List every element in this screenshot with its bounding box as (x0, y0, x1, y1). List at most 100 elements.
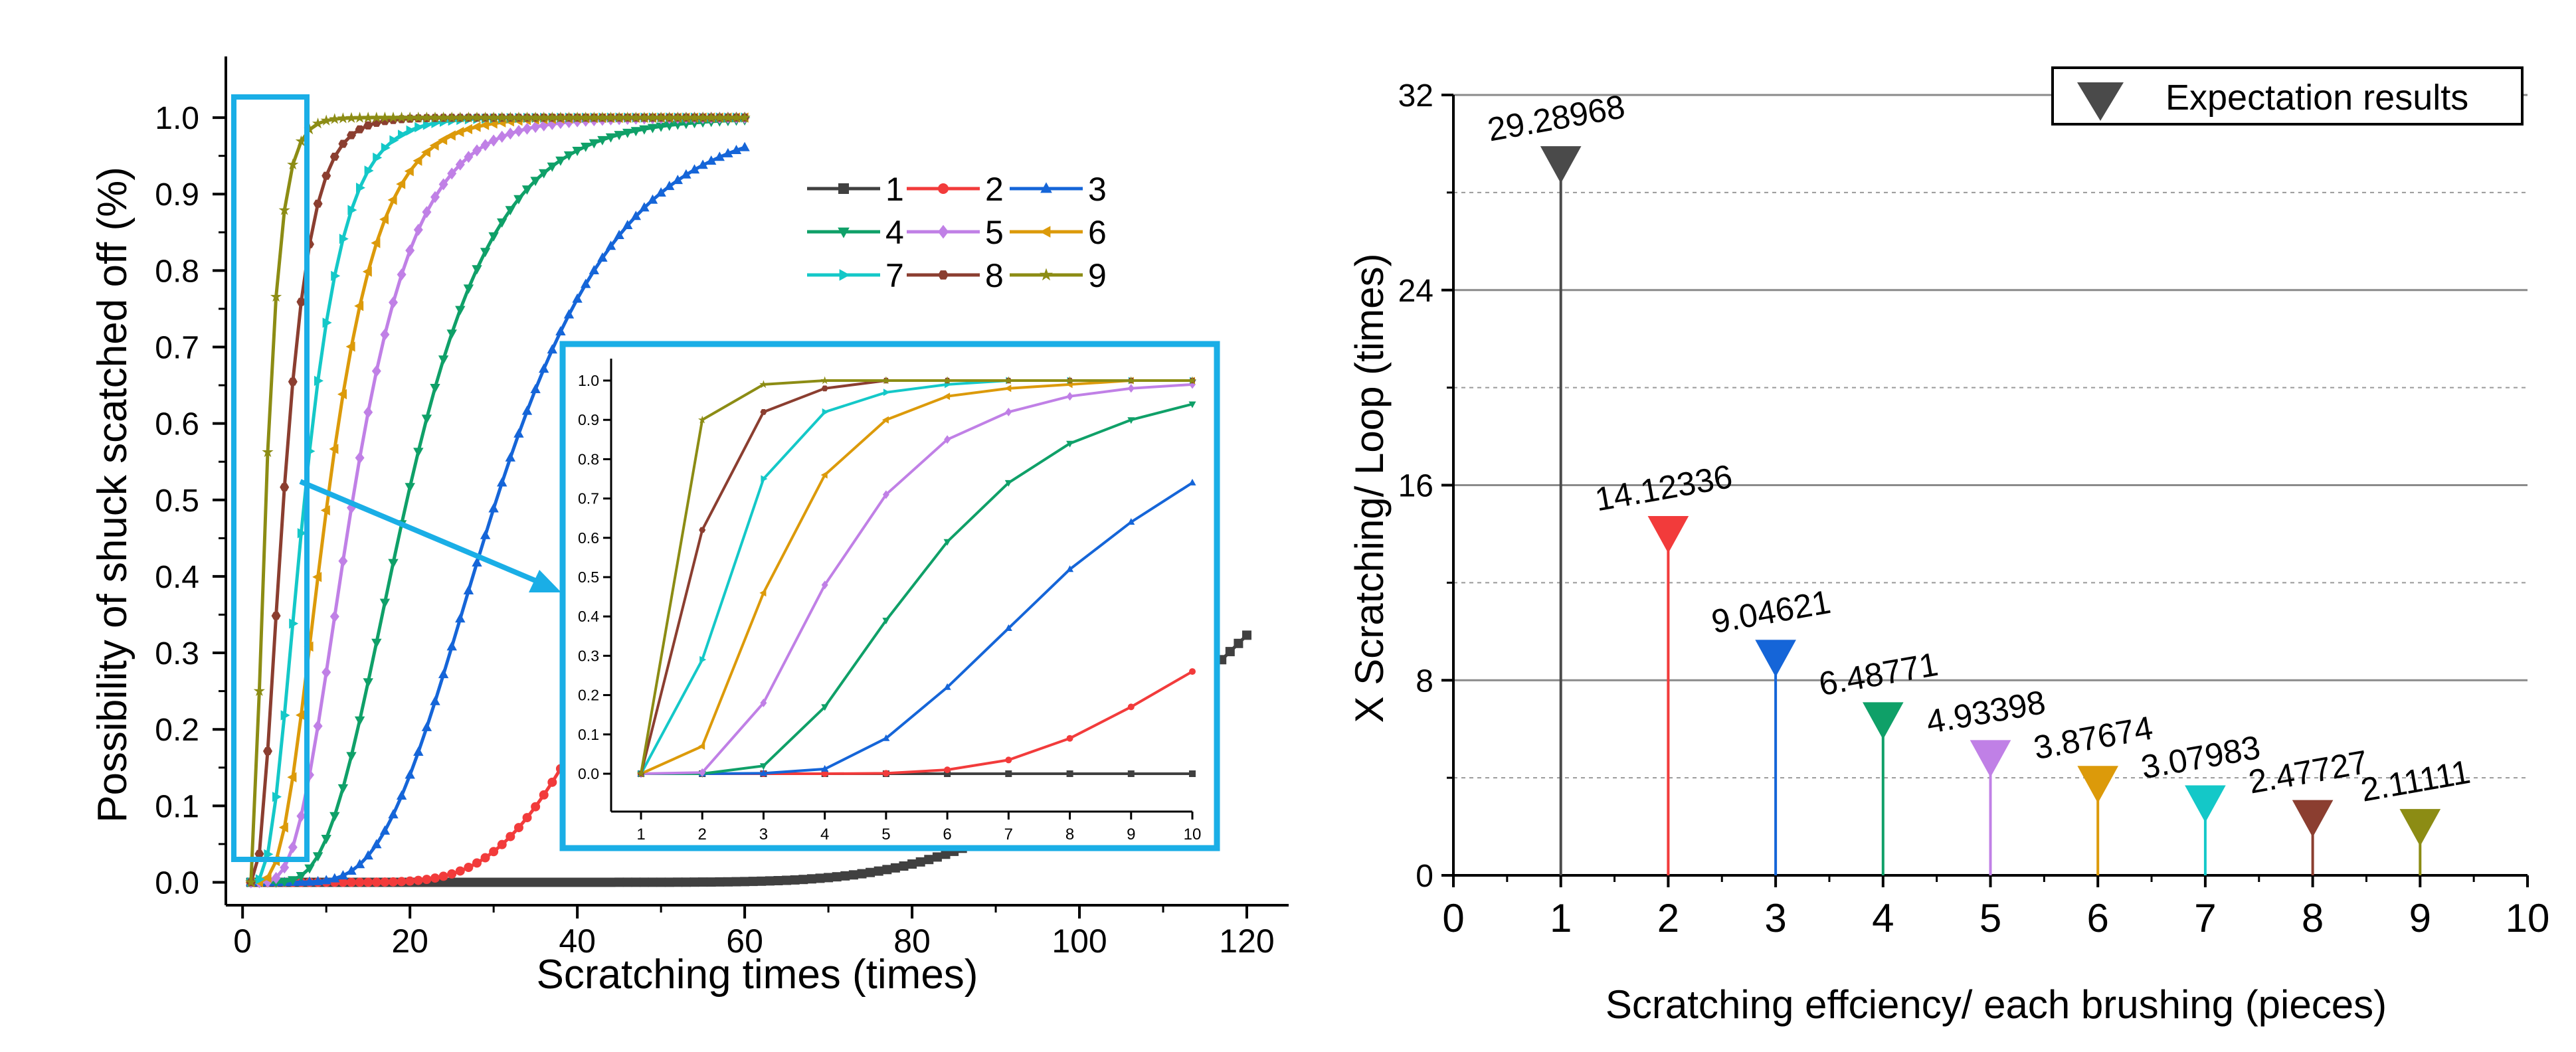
series-4-point (539, 169, 549, 179)
series-5-point (430, 191, 440, 203)
series-3-point (388, 809, 399, 819)
series-9-point (680, 112, 692, 123)
series-1-point (740, 877, 750, 887)
series-9-point (387, 112, 399, 123)
series-9-point (337, 112, 349, 124)
series-9-point (496, 112, 508, 123)
series-3-point (421, 721, 432, 731)
series-1-point (531, 877, 541, 887)
series-4-point (597, 135, 608, 145)
series-8-point (338, 139, 348, 148)
right-chart-x-tick-label: 8 (2302, 896, 2324, 940)
series-9-point (580, 112, 592, 123)
series-8-point (329, 152, 339, 161)
series-9-point (462, 112, 474, 123)
stem-marker-triangle-down (1647, 516, 1689, 553)
series-5-point (464, 151, 474, 163)
series-1-point (706, 877, 716, 887)
series-4-point (497, 218, 507, 228)
series-3-point (346, 865, 357, 875)
inset-series-9-point (881, 376, 891, 385)
left-chart-y-tick-label: 0.1 (155, 789, 199, 824)
inset-series-3-point (759, 769, 767, 776)
series-3-point (438, 669, 449, 679)
series-3-point (321, 875, 331, 885)
series-2-point (438, 871, 448, 881)
legend-label-5: 5 (985, 214, 1004, 251)
inset-y-tick-label: 0.6 (578, 529, 599, 547)
series-3-point (363, 850, 373, 860)
series-1-point (673, 877, 683, 887)
series-5-point (531, 121, 541, 133)
series-1-point (581, 877, 591, 887)
right-chart-y-tick-label: 8 (1416, 663, 1433, 699)
stem-marker-triangle-down (2399, 809, 2441, 847)
inset-series-2-point (1005, 756, 1012, 764)
right-chart-y-tick-label: 32 (1398, 78, 1433, 114)
series-4-point (455, 306, 466, 315)
series-9-point (622, 112, 634, 123)
series-4-point (639, 125, 650, 135)
series-3-point (681, 169, 691, 179)
series-3-point (521, 405, 533, 415)
inset-y-tick-label: 0.4 (578, 608, 599, 625)
legend-label-7: 7 (885, 257, 904, 294)
series-4-point (446, 329, 457, 339)
series-9-point (253, 685, 265, 696)
series-3-point (472, 557, 482, 567)
stem-marker-triangle-down (1755, 640, 1796, 677)
series-4-point (346, 752, 357, 762)
inset-y-tick-label: 0.2 (578, 687, 599, 704)
left-chart-x-axis-label: Scratching times (times) (537, 952, 978, 998)
series-9-point (604, 112, 617, 123)
series-9-point (312, 118, 324, 129)
series-9-point (454, 112, 466, 123)
inset-series-4-point (943, 539, 951, 546)
series-3-point (739, 141, 750, 151)
series-8-point (271, 612, 281, 620)
inset-y-tick-label: 0.5 (578, 569, 599, 586)
series-9-point (429, 112, 441, 123)
series-9-point (588, 112, 600, 123)
series-9-point (413, 112, 424, 123)
left-chart-y-tick-label: 0.9 (155, 177, 199, 213)
series-9-point (295, 135, 307, 147)
series-1-point (480, 877, 490, 887)
series-1-point (597, 877, 607, 887)
series-4-point (614, 131, 624, 141)
series-1-point (757, 876, 767, 886)
stem-marker-triangle-down (1970, 740, 2011, 778)
series-6-point (396, 179, 406, 189)
inset-series-5-point (821, 580, 828, 590)
series-2-point (489, 847, 499, 857)
series-4-point (337, 784, 349, 794)
series-7-point (398, 130, 407, 140)
series-4-point (547, 162, 557, 172)
legend-marker-9-icon (1040, 268, 1053, 281)
inset-series-3-point (1004, 624, 1012, 631)
left-chart-x-tick-label: 60 (726, 922, 763, 960)
right-chart-x-axis-label: Scratching effciency/ each brushing (pie… (1606, 982, 2387, 1027)
inset-x-tick-label: 6 (943, 826, 951, 843)
inset-x-tick-label: 3 (759, 826, 768, 843)
legend-marker-2-icon (938, 183, 949, 194)
inset-series-9-point (1127, 376, 1135, 385)
legend-frame (2051, 66, 2524, 126)
series-5-point (413, 223, 423, 236)
series-7-point (364, 165, 374, 176)
series-3-point (513, 428, 524, 438)
inset-series-5-point (760, 698, 767, 707)
series-2-point (371, 877, 381, 887)
series-4-point (605, 133, 616, 143)
series-8-point (313, 199, 323, 208)
series-1-point (723, 877, 733, 887)
series-9-point (362, 112, 374, 123)
series-4-point (513, 195, 524, 205)
legend-label-1: 1 (885, 171, 904, 208)
inset-y-tick-label: 0.8 (578, 450, 599, 468)
series-4-point (363, 678, 373, 688)
series-3-point (563, 309, 575, 319)
series-9-point (638, 112, 650, 123)
left-chart-y-axis-label: Possibility of shuck scatched off (%) (90, 167, 136, 823)
series-5-point (280, 861, 290, 874)
